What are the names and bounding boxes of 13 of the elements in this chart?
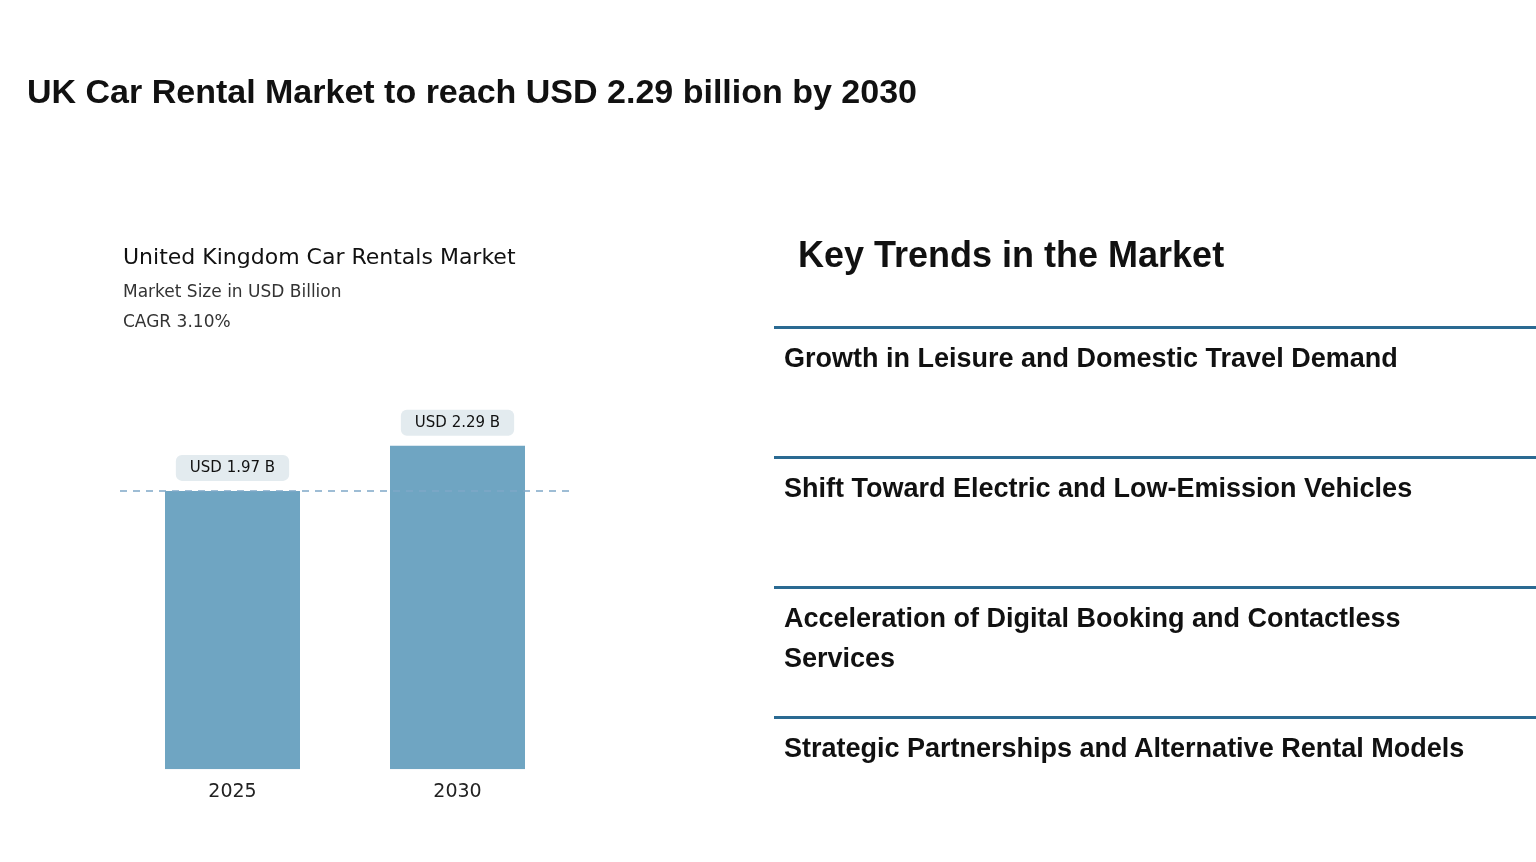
x-tick-label: 2030 <box>433 778 482 801</box>
text: CAGR 3.10% <box>123 311 231 331</box>
chart-title: United Kingdom Car Rentals Market <box>123 244 516 269</box>
text: Shift Toward Electric and Low-Emission Vehicles <box>784 472 1414 505</box>
text: Growth in Leisure and Domestic Travel Demand <box>784 342 1399 375</box>
text: UK Car Rental Market to reach USD 2.29 billion by 2030 <box>27 72 917 111</box>
text: Strategic Partnerships and Alternative Rental Models <box>784 732 1466 765</box>
text: Acceleration of Digital Booking and Contactless Services <box>784 602 1402 675</box>
text: Key Trends in the Market <box>798 234 1225 276</box>
data-label: USD 2.29 B <box>414 412 501 431</box>
chart-subtitle: Market Size in USD Billion <box>123 281 342 301</box>
x-tick-label: 2025 <box>208 778 257 801</box>
data-label: USD 1.97 B <box>189 457 276 476</box>
